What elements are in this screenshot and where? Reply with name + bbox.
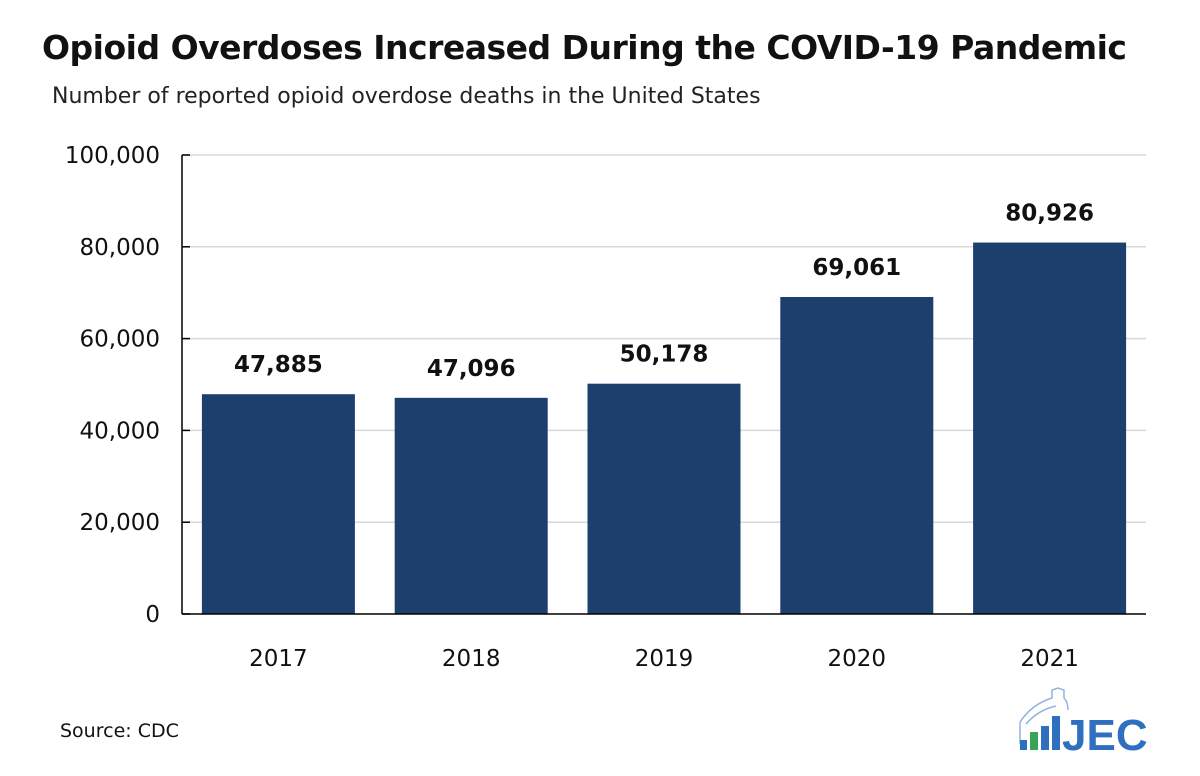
- bar-2021: [973, 242, 1127, 614]
- x-tick-label: 2017: [249, 646, 308, 672]
- y-tick-label: 100,000: [65, 143, 160, 169]
- data-label: 47,885: [234, 352, 323, 378]
- data-label: 80,926: [1005, 201, 1094, 227]
- bar-2020: [780, 297, 934, 614]
- y-tick-label: 40,000: [80, 418, 160, 444]
- capitol-dome-icon: [1019, 687, 1069, 744]
- jec-logo: JEC: [1019, 687, 1148, 760]
- logo-text: JEC: [1062, 711, 1148, 760]
- source-note: Source: CDC: [60, 720, 179, 742]
- bar-2019: [587, 383, 741, 614]
- x-tick-label: 2018: [442, 646, 501, 672]
- y-tick-label: 80,000: [80, 235, 160, 261]
- x-tick-label: 2021: [1020, 646, 1079, 672]
- y-tick-label: 60,000: [80, 327, 160, 353]
- x-tick-label: 2019: [635, 646, 694, 672]
- bar-2017: [201, 394, 355, 614]
- x-tick-label: 2020: [828, 646, 887, 672]
- data-label: 69,061: [812, 255, 901, 281]
- chart-title: Opioid Overdoses Increased During the CO…: [42, 28, 1127, 67]
- bar-2018: [394, 397, 548, 614]
- chart-subtitle: Number of reported opioid overdose death…: [52, 84, 761, 109]
- bars-icon: [1020, 716, 1060, 750]
- data-label: 50,178: [620, 342, 709, 368]
- y-tick-label: 20,000: [80, 510, 160, 536]
- y-tick-label: 0: [145, 602, 160, 628]
- data-label: 47,096: [427, 356, 516, 382]
